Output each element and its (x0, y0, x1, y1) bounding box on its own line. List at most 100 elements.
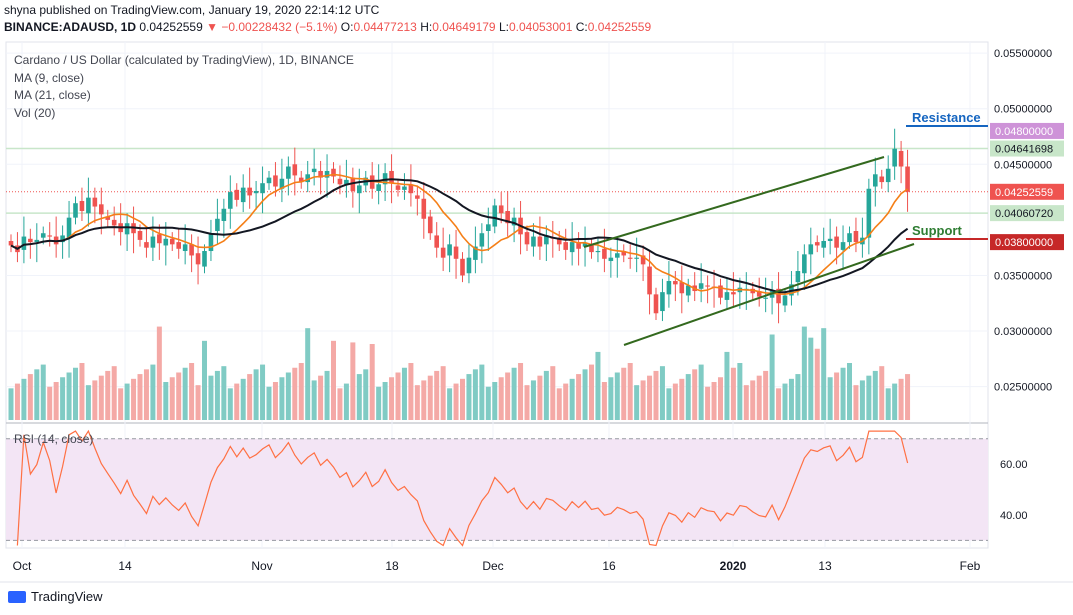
volume-bar (472, 369, 478, 420)
volume-bar (659, 366, 665, 420)
candle-body (395, 185, 401, 190)
candle-body (673, 281, 678, 285)
candle-body (511, 217, 517, 226)
volume-bar (395, 372, 401, 420)
candle-body (724, 292, 730, 300)
candle-body (834, 236, 839, 248)
volume-bar (543, 370, 549, 420)
volume-bar (750, 380, 756, 420)
volume-bar (85, 385, 91, 420)
candle-body (8, 241, 14, 246)
x-tick-label: Oct (13, 559, 32, 573)
volume-bar (479, 364, 485, 420)
volume-bar (640, 380, 646, 420)
tradingview-logo[interactable]: TradingView (8, 589, 103, 604)
candle-body (99, 204, 104, 215)
ma9-legend: MA (9, close) (14, 71, 85, 85)
volume-bar (208, 375, 214, 420)
candle-body (666, 281, 672, 295)
volume-bar (556, 388, 562, 420)
low-value: 0.04053001 (508, 20, 573, 34)
candle-body (492, 205, 498, 227)
volume-bar (189, 363, 195, 420)
candle-body (750, 288, 756, 294)
y-tick-label: 0.03000000 (994, 326, 1052, 338)
volume-bar (253, 369, 259, 420)
volume-bar (905, 374, 911, 420)
price-tag-label: 0.04641698 (995, 144, 1053, 156)
y-tick-label: 0.04500000 (994, 159, 1052, 171)
candle-body (627, 257, 633, 259)
candle-body (595, 251, 601, 253)
candle-body (802, 254, 807, 274)
y-tick-label: 0.05500000 (994, 48, 1052, 60)
volume-bar (150, 364, 156, 420)
candle-body (92, 197, 98, 207)
candle-body (137, 231, 143, 240)
volume-bar (627, 363, 633, 420)
candle-body (563, 242, 568, 250)
volume-bar (466, 374, 472, 420)
volume-bar (801, 326, 807, 420)
symbol-ohlc-line: BINANCE:ADAUSD, 1D 0.04252559 ▼ −0.00228… (4, 20, 651, 34)
candle-body (885, 168, 891, 183)
volume-bar (156, 326, 162, 420)
x-tick-label: 14 (118, 559, 132, 573)
candle-body (157, 234, 162, 244)
volume-bar (427, 375, 433, 420)
candle-body (350, 177, 356, 191)
volume-bar (240, 378, 246, 420)
candle-body (221, 208, 227, 221)
volume-bar (505, 372, 511, 420)
volume-bar (821, 328, 827, 420)
price-tag (990, 205, 1064, 222)
volume-bar (776, 388, 782, 420)
volume-bar (447, 388, 453, 420)
ma21-legend: MA (21, close) (14, 88, 91, 102)
candle-body (498, 205, 504, 214)
candle-body (763, 297, 768, 299)
candle-body (466, 257, 472, 274)
y-tick-label: 0.05000000 (994, 104, 1052, 116)
volume-bar (221, 366, 227, 420)
candle-body (440, 247, 446, 258)
volume-bar (498, 377, 504, 420)
volume-bar (131, 378, 137, 420)
candle-body (124, 223, 130, 235)
candle-body (460, 258, 465, 276)
volume-bar (331, 340, 336, 420)
volume-bar (21, 378, 27, 420)
volume-bar (608, 377, 614, 420)
candle-body (66, 217, 72, 238)
volume-bar (692, 369, 698, 420)
volume-bar (247, 374, 253, 420)
volume-bar (214, 370, 220, 420)
candle-body (853, 231, 859, 243)
volume-bar (305, 328, 311, 420)
candle-body (344, 179, 349, 185)
volume-bar (285, 372, 291, 420)
candle-body (840, 242, 846, 250)
volume-bar (421, 380, 427, 420)
volume-bar (73, 367, 78, 420)
candle-body (202, 251, 207, 267)
volume-bar (27, 374, 33, 420)
volume-bar (324, 370, 330, 420)
candle-body (827, 238, 833, 242)
candle-body (144, 242, 149, 248)
candle-body (150, 236, 156, 248)
volume-bar (647, 375, 653, 420)
candle-body (305, 174, 310, 183)
volume-bar (105, 370, 111, 420)
volume-bar (537, 375, 543, 420)
candle-body (479, 233, 485, 247)
volume-bar (34, 369, 40, 420)
volume-bar (705, 386, 711, 420)
x-tick-label: 2020 (720, 559, 747, 573)
candle-body (47, 235, 52, 237)
volume-bar (227, 388, 233, 420)
candle-body (331, 168, 336, 177)
volume-bar (98, 375, 104, 420)
candle-body (434, 235, 439, 248)
